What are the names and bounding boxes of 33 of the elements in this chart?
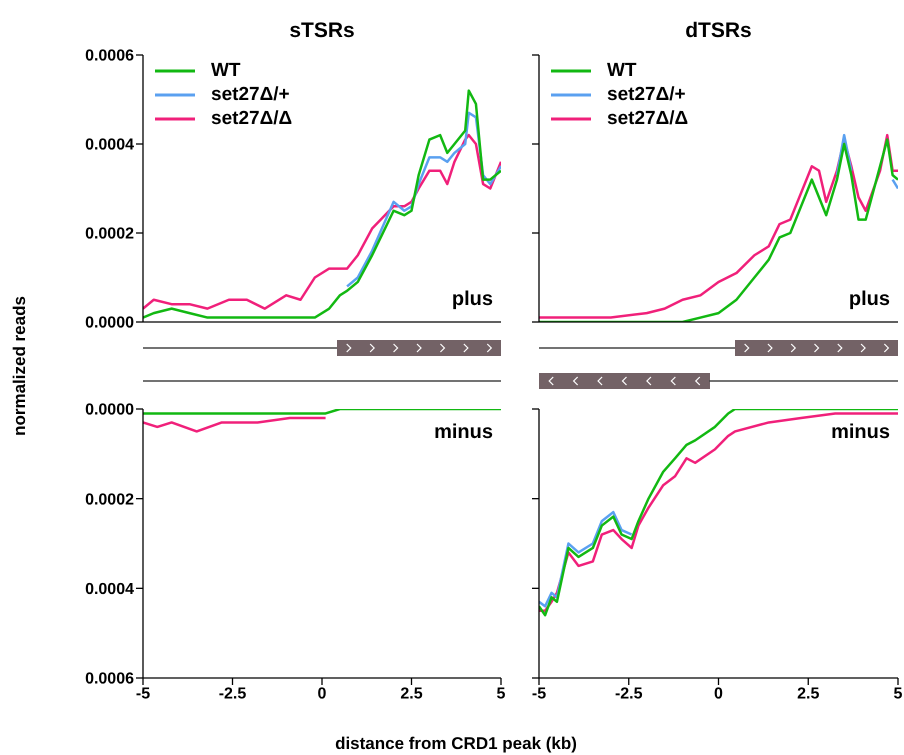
x-tick-label: 5 bbox=[894, 685, 903, 702]
y-tick-label: 0.0004 bbox=[85, 136, 134, 154]
legend-label: set27Δ/+ bbox=[607, 84, 686, 106]
x-tick-label: 5 bbox=[496, 685, 506, 702]
legend-label: set27Δ/Δ bbox=[607, 108, 688, 130]
legend-label: WT bbox=[211, 60, 241, 82]
annotation: plus bbox=[848, 288, 890, 311]
x-tick-label: 2.5 bbox=[400, 685, 423, 702]
legend-label: WT bbox=[607, 60, 637, 82]
y-tick-label: 0.0006 bbox=[85, 670, 134, 688]
x-tick-label: -5 bbox=[136, 685, 150, 702]
y-tick-label: 0.0000 bbox=[85, 314, 134, 332]
y-tick-label: 0.0002 bbox=[85, 491, 134, 508]
y-tick-label: 0.0006 bbox=[85, 48, 134, 65]
x-tick-label: -2.5 bbox=[218, 685, 246, 702]
legend-label: set27Δ/Δ bbox=[211, 108, 292, 130]
x-tick-label: 2.5 bbox=[797, 685, 820, 702]
x-tick-label: -2.5 bbox=[614, 685, 643, 702]
y-axis-title: normalized reads bbox=[10, 296, 30, 436]
y-tick-label: 0.0004 bbox=[85, 581, 134, 598]
chart-title: dTSRs bbox=[684, 19, 753, 43]
y-tick-label: 0.0002 bbox=[85, 226, 134, 243]
x-axis-title: distance from CRD1 peak (kb) bbox=[334, 734, 578, 754]
annotation: plus bbox=[452, 288, 493, 311]
x-tick-label: -5 bbox=[532, 685, 546, 702]
legend-label: set27Δ/+ bbox=[211, 84, 290, 106]
annotation: minus bbox=[434, 421, 493, 444]
chart-title: sTSRs bbox=[288, 19, 356, 43]
annotation: minus bbox=[831, 421, 890, 444]
line-series bbox=[143, 416, 327, 433]
x-tick-label: 0 bbox=[318, 685, 327, 702]
x-tick-label: 0 bbox=[714, 685, 724, 702]
y-tick-label: 0.0000 bbox=[85, 402, 134, 419]
